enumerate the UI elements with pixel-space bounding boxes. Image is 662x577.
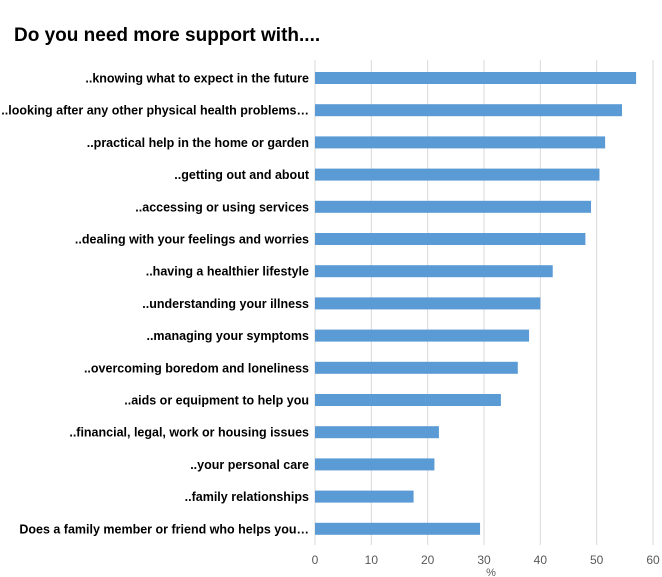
x-tick-label: 30 [477,553,491,567]
bar [315,265,553,278]
bar [315,104,623,117]
category-label: ..knowing what to expect in the future [85,72,309,86]
bar [315,458,435,471]
category-label: ..overcoming boredom and loneliness [84,361,309,375]
category-label: ..having a healthier lifestyle [146,265,309,279]
bar [315,233,586,245]
category-label: ..financial, legal, work or housing issu… [69,426,309,440]
bar [315,136,606,149]
category-label: ..accessing or using services [135,200,309,214]
bar [315,522,481,535]
category-label: ..getting out and about [174,168,310,182]
category-label: ..managing your symptoms [146,329,309,343]
category-labels: ..knowing what to expect in the future..… [1,72,310,537]
bar [315,168,600,181]
category-label: ..understanding your illness [142,297,309,311]
category-label: ..practical help in the home or garden [87,136,309,150]
bar [315,329,530,342]
bar [315,426,439,439]
category-label: ..looking after any other physical healt… [1,104,309,118]
bar [315,490,414,503]
category-label: ..dealing with your feelings and worries [75,233,309,247]
x-axis-label: % [486,567,496,577]
x-tick-label: 50 [590,553,604,567]
x-tick-label: 40 [534,553,548,567]
bar [315,297,541,310]
x-axis-ticks: 0 10 20 30 40 50 60 [312,553,660,567]
category-label: ..aids or equipment to help you [124,394,309,408]
bar [315,394,501,406]
x-tick-label: 60 [646,553,660,567]
category-label: ..family relationships [185,490,309,504]
bar [315,72,637,84]
bar [315,200,592,213]
category-label: ..your personal care [190,458,309,472]
x-tick-label: 10 [365,553,379,567]
bars [315,72,637,535]
x-tick-label: 0 [312,553,319,567]
chart-title: Do you need more support with.... [14,25,320,46]
x-tick-label: 20 [421,553,435,567]
category-label: Does a family member or friend who helps… [19,522,309,536]
bar [315,361,518,374]
